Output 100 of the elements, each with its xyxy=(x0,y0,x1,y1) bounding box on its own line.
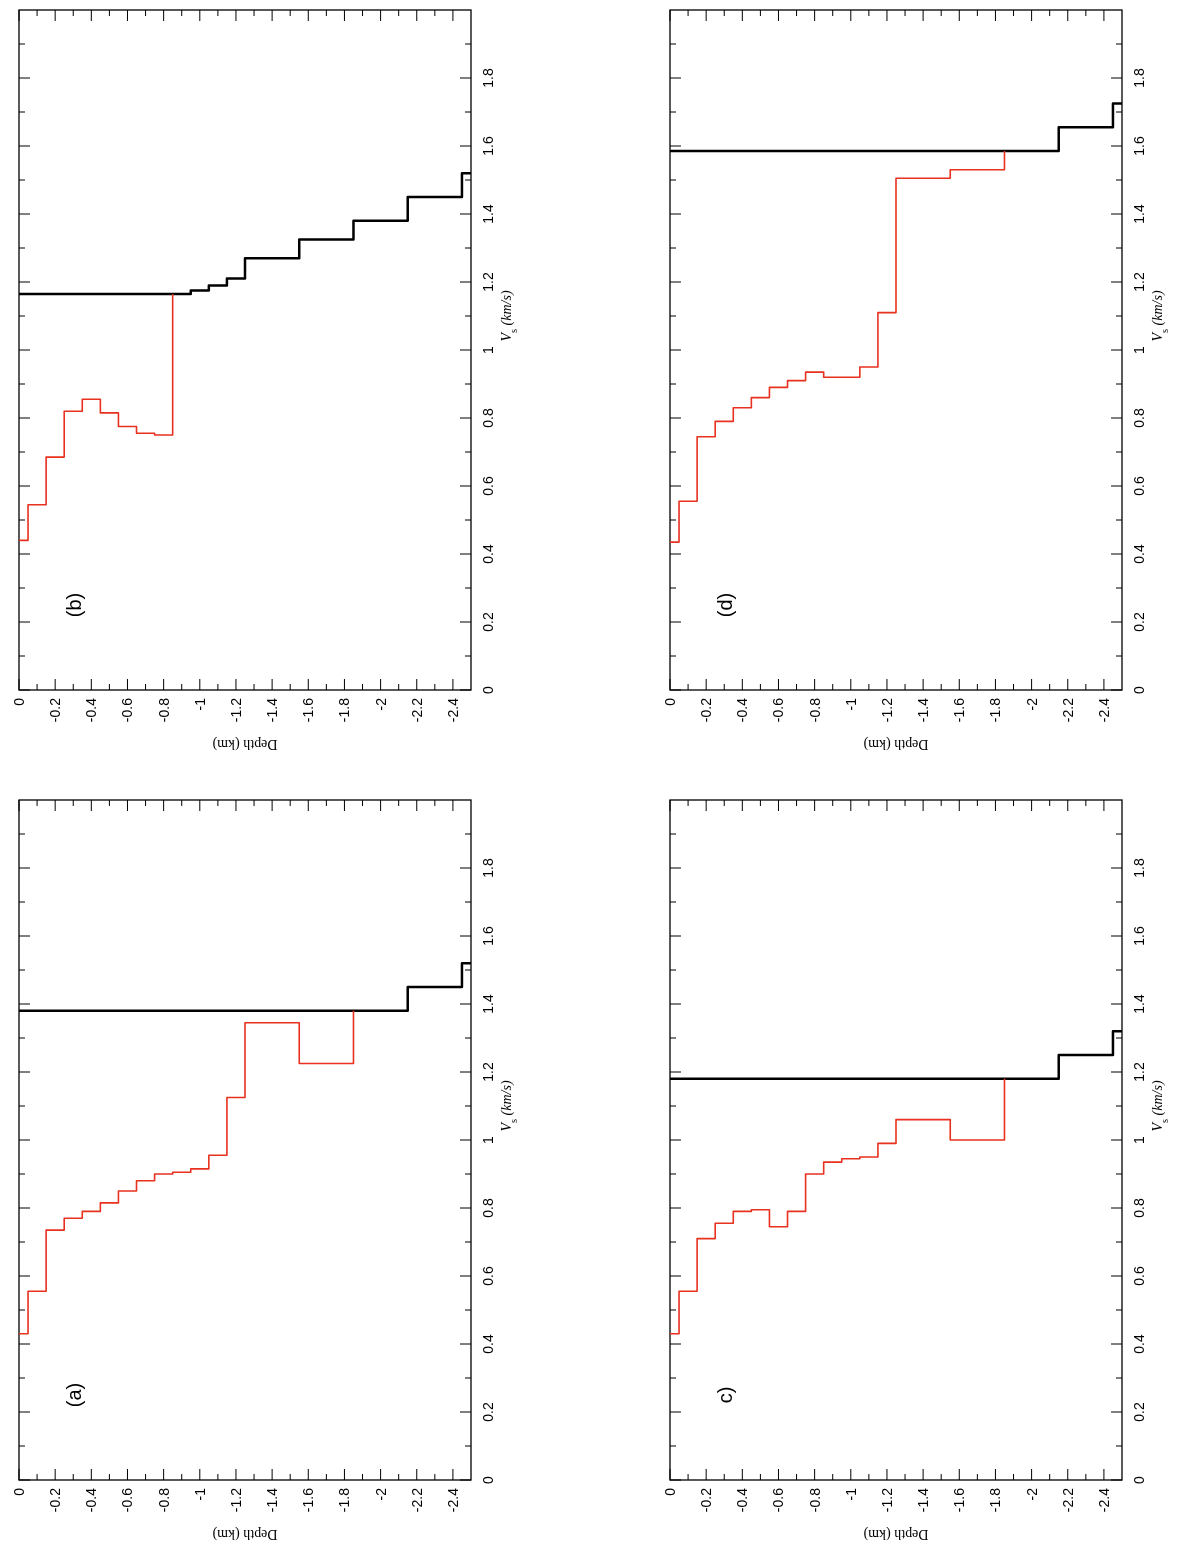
y-tick-label: 0 xyxy=(480,1475,496,1484)
x-tick-label: -0.4 xyxy=(83,697,100,723)
x-tick-label: -2.2 xyxy=(408,1487,425,1513)
y-tick-label: 0.8 xyxy=(480,408,496,428)
x-tick-label: -0.6 xyxy=(119,1487,136,1513)
x-tick-label: -1 xyxy=(842,1487,859,1501)
y-tick-label: 0.4 xyxy=(480,544,496,564)
x-tick-label: -0.6 xyxy=(770,697,787,723)
x-tick-label: -1.4 xyxy=(915,697,932,723)
x-axis-title: Depth (km) xyxy=(212,736,278,752)
y-tick-label: 1.8 xyxy=(480,68,496,88)
x-tick-label: -1.6 xyxy=(951,1487,968,1513)
x-tick-label: -2.2 xyxy=(408,697,425,723)
x-tick-label: -1 xyxy=(191,1487,208,1501)
x-tick-label: 0 xyxy=(11,1487,27,1496)
y-tick-label: 1.6 xyxy=(480,926,496,946)
y-tick-label: 1.4 xyxy=(1131,204,1147,224)
y-tick-label: 0.6 xyxy=(1131,1266,1147,1286)
y-tick-label: 1 xyxy=(480,345,496,354)
y-tick-label: 1.8 xyxy=(1131,68,1147,88)
y-tick-label: 1.6 xyxy=(1131,926,1147,946)
x-tick-label: -0.2 xyxy=(47,697,64,723)
y-tick-label: 0.8 xyxy=(1131,1198,1147,1218)
y-tick-label: 1.4 xyxy=(480,994,496,1014)
y-tick-label: 0.2 xyxy=(1131,612,1147,632)
y-tick-label: 1.8 xyxy=(480,858,496,878)
y-tick-label: 0 xyxy=(1131,685,1147,694)
y-tick-label: 1.8 xyxy=(1131,858,1147,878)
x-tick-label: 0 xyxy=(662,697,678,706)
y-tick-label: 1.6 xyxy=(1131,136,1147,156)
x-tick-label: -0.4 xyxy=(734,1487,751,1513)
x-tick-label: -2 xyxy=(1023,1487,1040,1501)
y-tick-label: 0.8 xyxy=(1131,408,1147,428)
x-tick-label: -1 xyxy=(191,697,208,711)
x-tick-label: -1.2 xyxy=(878,1487,895,1513)
y-tick-label: 0.2 xyxy=(480,1402,496,1422)
y-tick-label: 1.2 xyxy=(480,1062,496,1082)
x-tick-label: -2 xyxy=(372,1487,389,1501)
y-tick-label: 1 xyxy=(1131,1135,1147,1144)
x-tick-label: -0.4 xyxy=(734,697,751,723)
annotation: (a) xyxy=(63,1382,86,1408)
x-tick-label: -1.2 xyxy=(878,697,895,723)
x-tick-label: -2 xyxy=(372,697,389,711)
x-tick-label: -1.4 xyxy=(264,1487,281,1513)
x-tick-label: -2.4 xyxy=(444,1487,461,1513)
x-tick-label: -1.8 xyxy=(336,1487,353,1513)
y-tick-label: 0.4 xyxy=(480,1334,496,1354)
x-tick-label: -2.2 xyxy=(1059,697,1076,723)
x-tick-label: -2.4 xyxy=(1095,1487,1112,1513)
y-tick-label: 1 xyxy=(480,1135,496,1144)
y-tick-label: 0.6 xyxy=(1131,476,1147,496)
y-tick-label: 0.8 xyxy=(480,1198,496,1218)
y-tick-label: 0.4 xyxy=(1131,1334,1147,1354)
y-tick-label: 1.4 xyxy=(1131,994,1147,1014)
x-tick-label: -0.4 xyxy=(83,1487,100,1513)
x-tick-label: -1.4 xyxy=(264,697,281,723)
y-tick-label: 1.2 xyxy=(1131,272,1147,292)
x-tick-label: -1.6 xyxy=(300,697,317,723)
x-tick-label: 0 xyxy=(662,1487,678,1496)
y-tick-label: 1.4 xyxy=(480,204,496,224)
x-tick-label: -2.4 xyxy=(1095,697,1112,723)
y-tick-label: 0.4 xyxy=(1131,544,1147,564)
y-tick-label: 0 xyxy=(1131,1475,1147,1484)
x-tick-label: -0.2 xyxy=(47,1487,64,1513)
x-tick-label: -1.8 xyxy=(336,697,353,723)
x-tick-label: -2.2 xyxy=(1059,1487,1076,1513)
x-tick-label: -1.8 xyxy=(987,1487,1004,1513)
x-tick-label: -1.6 xyxy=(951,697,968,723)
x-axis-title: Depth (km) xyxy=(863,1526,929,1542)
x-tick-label: -1 xyxy=(842,697,859,711)
annotation: (b) xyxy=(63,592,86,618)
y-tick-label: 1.2 xyxy=(1131,1062,1147,1082)
x-tick-label: -0.8 xyxy=(806,1487,823,1513)
annotation: (d) xyxy=(714,592,737,618)
x-tick-label: -0.8 xyxy=(155,1487,172,1513)
x-tick-label: -2.4 xyxy=(444,697,461,723)
x-tick-label: -0.8 xyxy=(155,697,172,723)
x-tick-label: -1.6 xyxy=(300,1487,317,1513)
x-axis-title: Depth (km) xyxy=(212,1526,278,1542)
x-tick-label: 0 xyxy=(11,697,27,706)
y-tick-label: 0 xyxy=(480,685,496,694)
x-tick-label: -1.2 xyxy=(227,697,244,723)
x-tick-label: -0.8 xyxy=(806,697,823,723)
x-tick-label: -1.4 xyxy=(915,1487,932,1513)
annotation: c) xyxy=(714,1386,737,1404)
y-tick-label: 0.6 xyxy=(480,476,496,496)
x-axis-title: Depth (km) xyxy=(863,736,929,752)
y-tick-label: 1.2 xyxy=(480,272,496,292)
x-tick-label: -1.8 xyxy=(987,697,1004,723)
x-tick-label: -1.2 xyxy=(227,1487,244,1513)
x-tick-label: -0.2 xyxy=(698,1487,715,1513)
y-tick-label: 0.2 xyxy=(1131,1402,1147,1422)
y-tick-label: 1.6 xyxy=(480,136,496,156)
y-tick-label: 1 xyxy=(1131,345,1147,354)
y-tick-label: 0.2 xyxy=(480,612,496,632)
x-tick-label: -0.6 xyxy=(119,697,136,723)
x-tick-label: -2 xyxy=(1023,697,1040,711)
x-tick-label: -0.6 xyxy=(770,1487,787,1513)
x-tick-label: -0.2 xyxy=(698,697,715,723)
y-tick-label: 0.6 xyxy=(480,1266,496,1286)
